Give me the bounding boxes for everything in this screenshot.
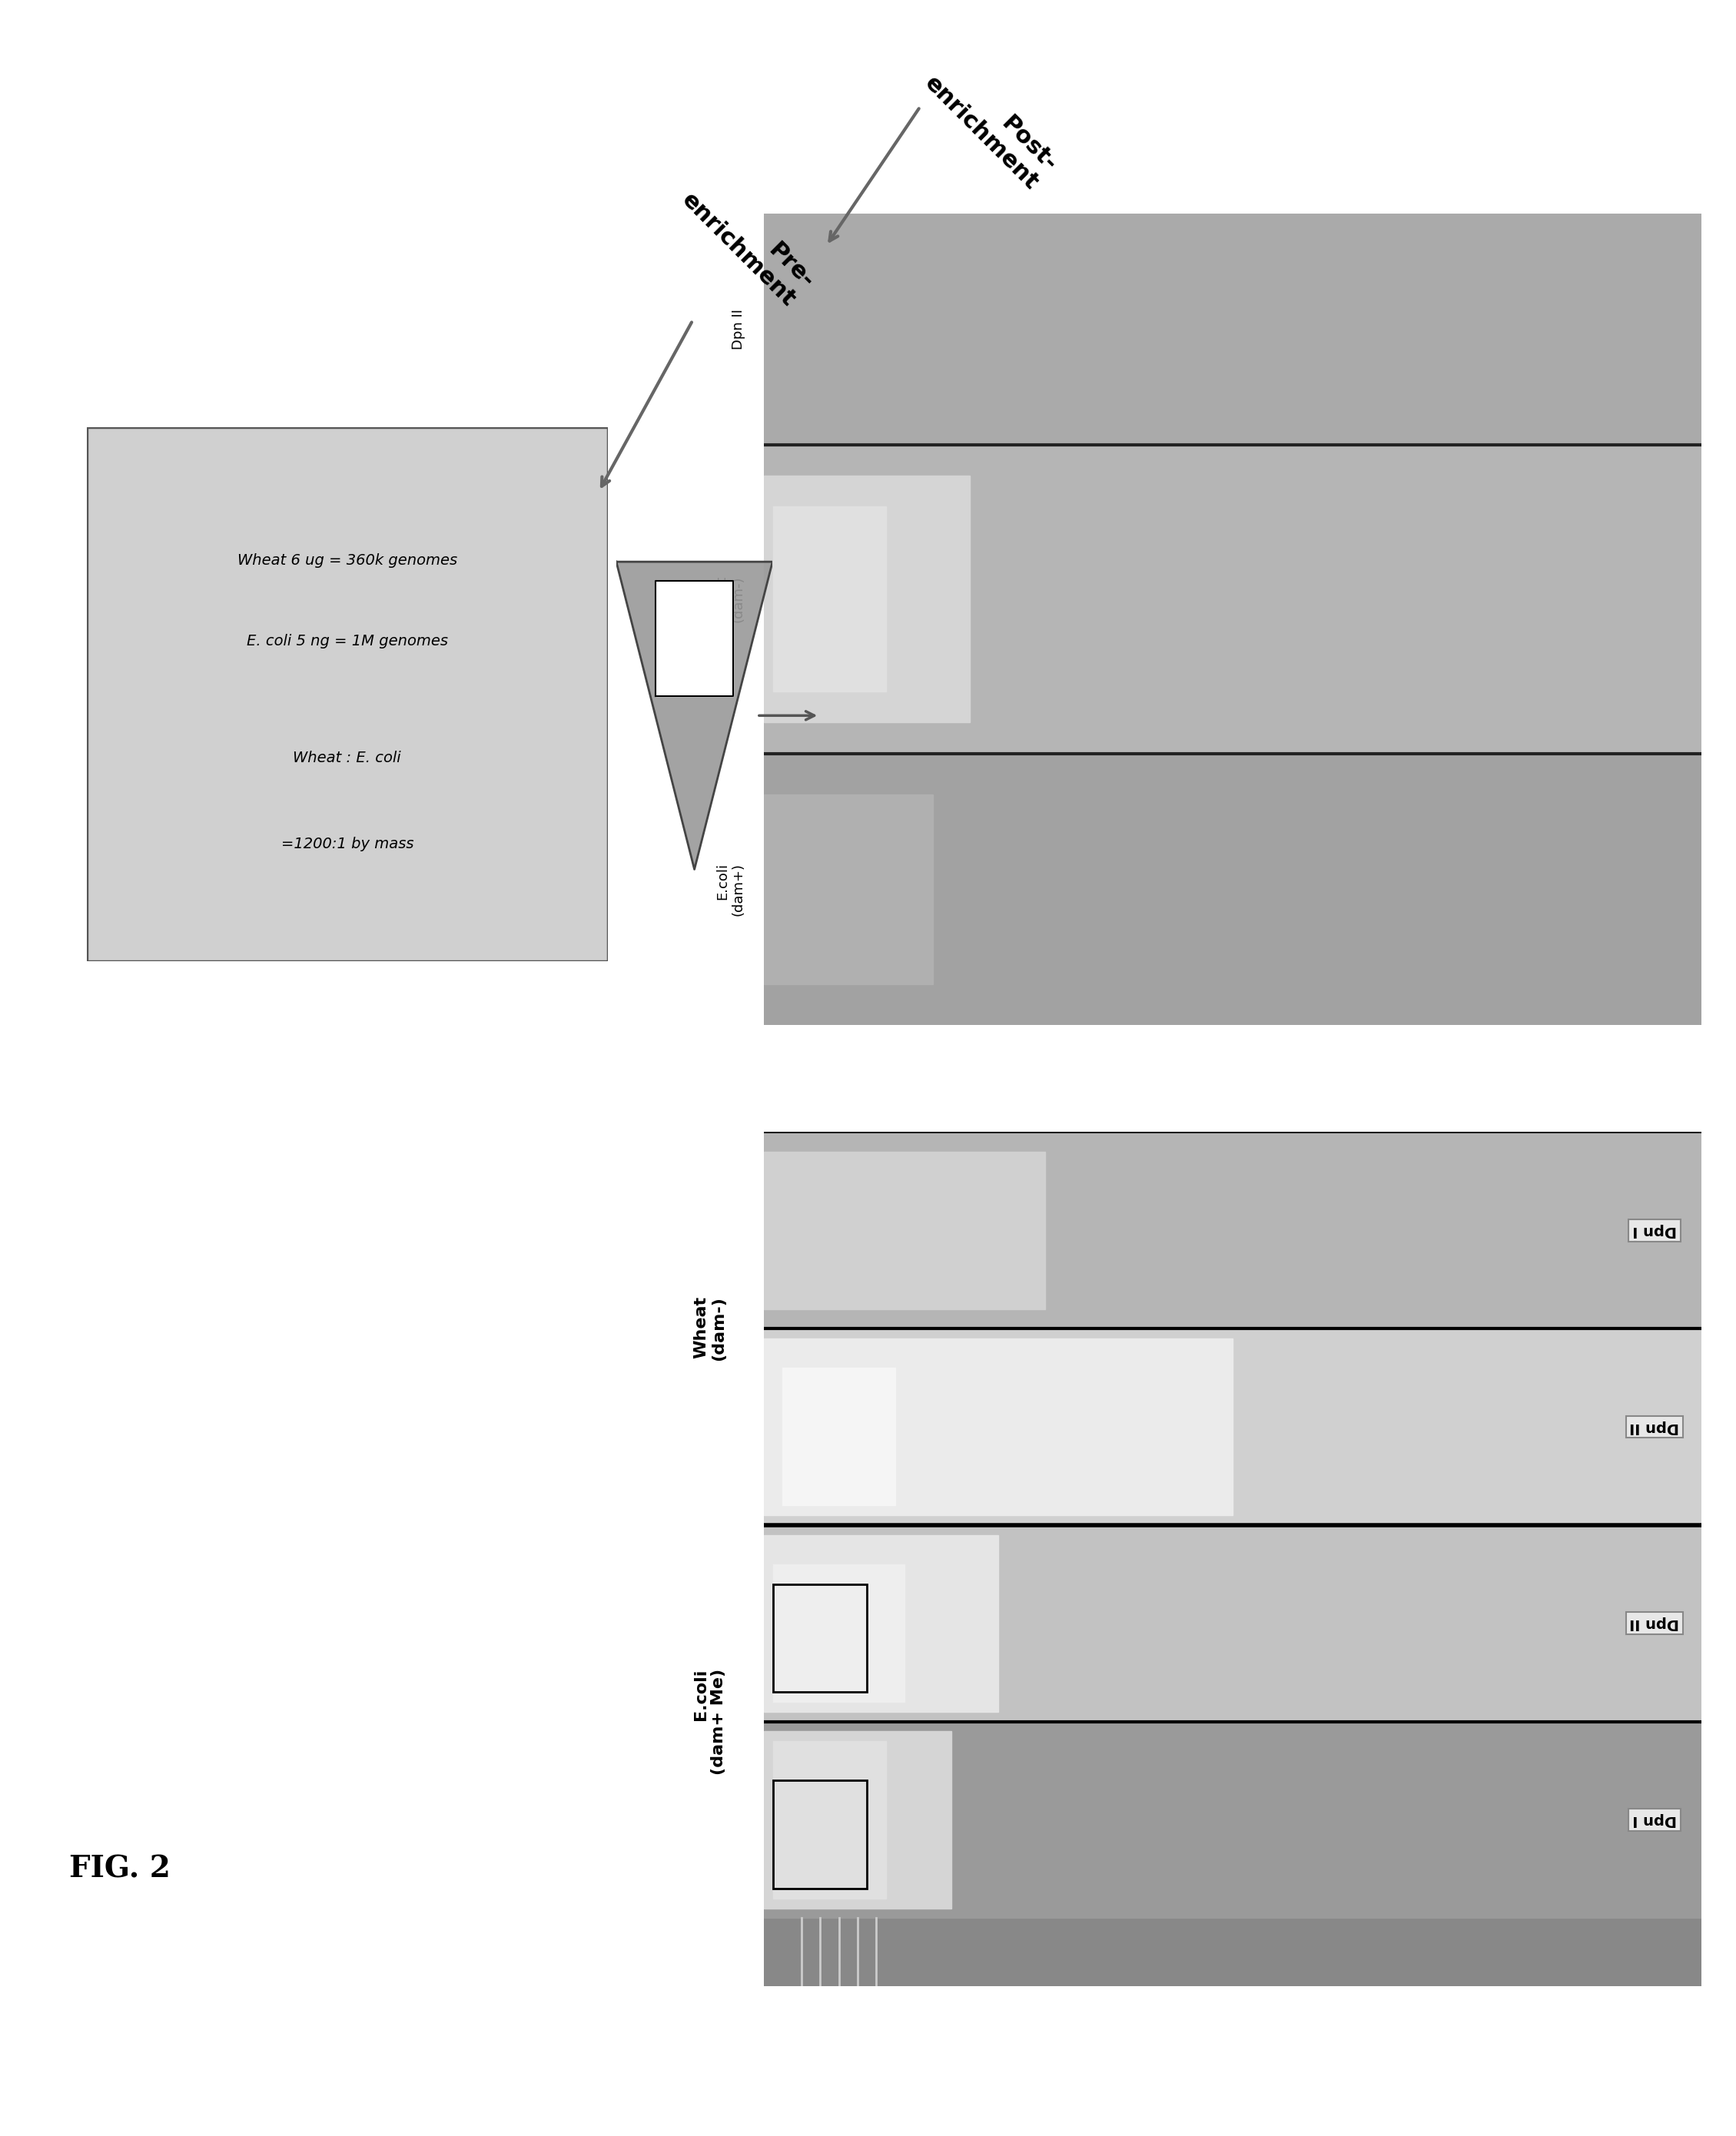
Bar <box>764 1151 1045 1309</box>
Bar <box>773 1781 866 1888</box>
Text: Pre-
enrichment: Pre- enrichment <box>677 171 818 312</box>
Bar <box>773 1585 866 1692</box>
Text: E. coli 5 ng = 1M genomes: E. coli 5 ng = 1M genomes <box>247 634 448 647</box>
Bar <box>764 1732 951 1907</box>
Text: 250ng: 250ng <box>1710 863 1726 916</box>
Polygon shape <box>616 562 773 869</box>
Text: Dpn I: Dpn I <box>1632 1224 1677 1237</box>
Text: 6 ug: 6 ug <box>1710 310 1726 348</box>
Bar <box>764 1722 1701 1918</box>
Bar <box>773 506 885 692</box>
Text: Wheat : E. coli: Wheat : E. coli <box>293 752 401 765</box>
Bar <box>773 1564 904 1702</box>
Text: Wheat 6 ug = 360k genomes: Wheat 6 ug = 360k genomes <box>238 553 457 568</box>
Text: Wheat
(dam-): Wheat (dam-) <box>693 1297 726 1361</box>
Text: =1200:1 by mass: =1200:1 by mass <box>281 837 413 850</box>
Text: Dpn II: Dpn II <box>731 310 745 350</box>
Bar <box>764 1132 1701 1329</box>
Text: FIG. 2: FIG. 2 <box>69 1854 170 1884</box>
Bar <box>764 1525 1701 1722</box>
Text: Post-
enrichment: Post- enrichment <box>920 53 1061 194</box>
Text: E.coli
(dam+): E.coli (dam+) <box>715 863 745 916</box>
Bar <box>764 1329 1701 1525</box>
Text: Wheat
(dam-): Wheat (dam-) <box>715 577 745 622</box>
Text: E.coli
(dam+ Me): E.coli (dam+ Me) <box>693 1668 726 1775</box>
Bar <box>764 1536 998 1711</box>
Bar <box>764 795 932 985</box>
Bar <box>654 581 733 696</box>
Text: Dpn II: Dpn II <box>1630 1617 1679 1630</box>
Text: Dpn II: Dpn II <box>1630 1420 1679 1433</box>
Bar <box>764 1339 1233 1514</box>
Bar <box>764 754 1701 1025</box>
Bar <box>783 1367 896 1506</box>
Bar <box>773 1741 885 1899</box>
Bar <box>764 476 970 722</box>
Bar <box>764 1918 1701 1986</box>
Text: 250ng: 250ng <box>1710 572 1726 626</box>
Bar <box>764 214 1701 444</box>
Bar <box>764 444 1701 754</box>
Text: Dpn I: Dpn I <box>1632 1813 1677 1826</box>
